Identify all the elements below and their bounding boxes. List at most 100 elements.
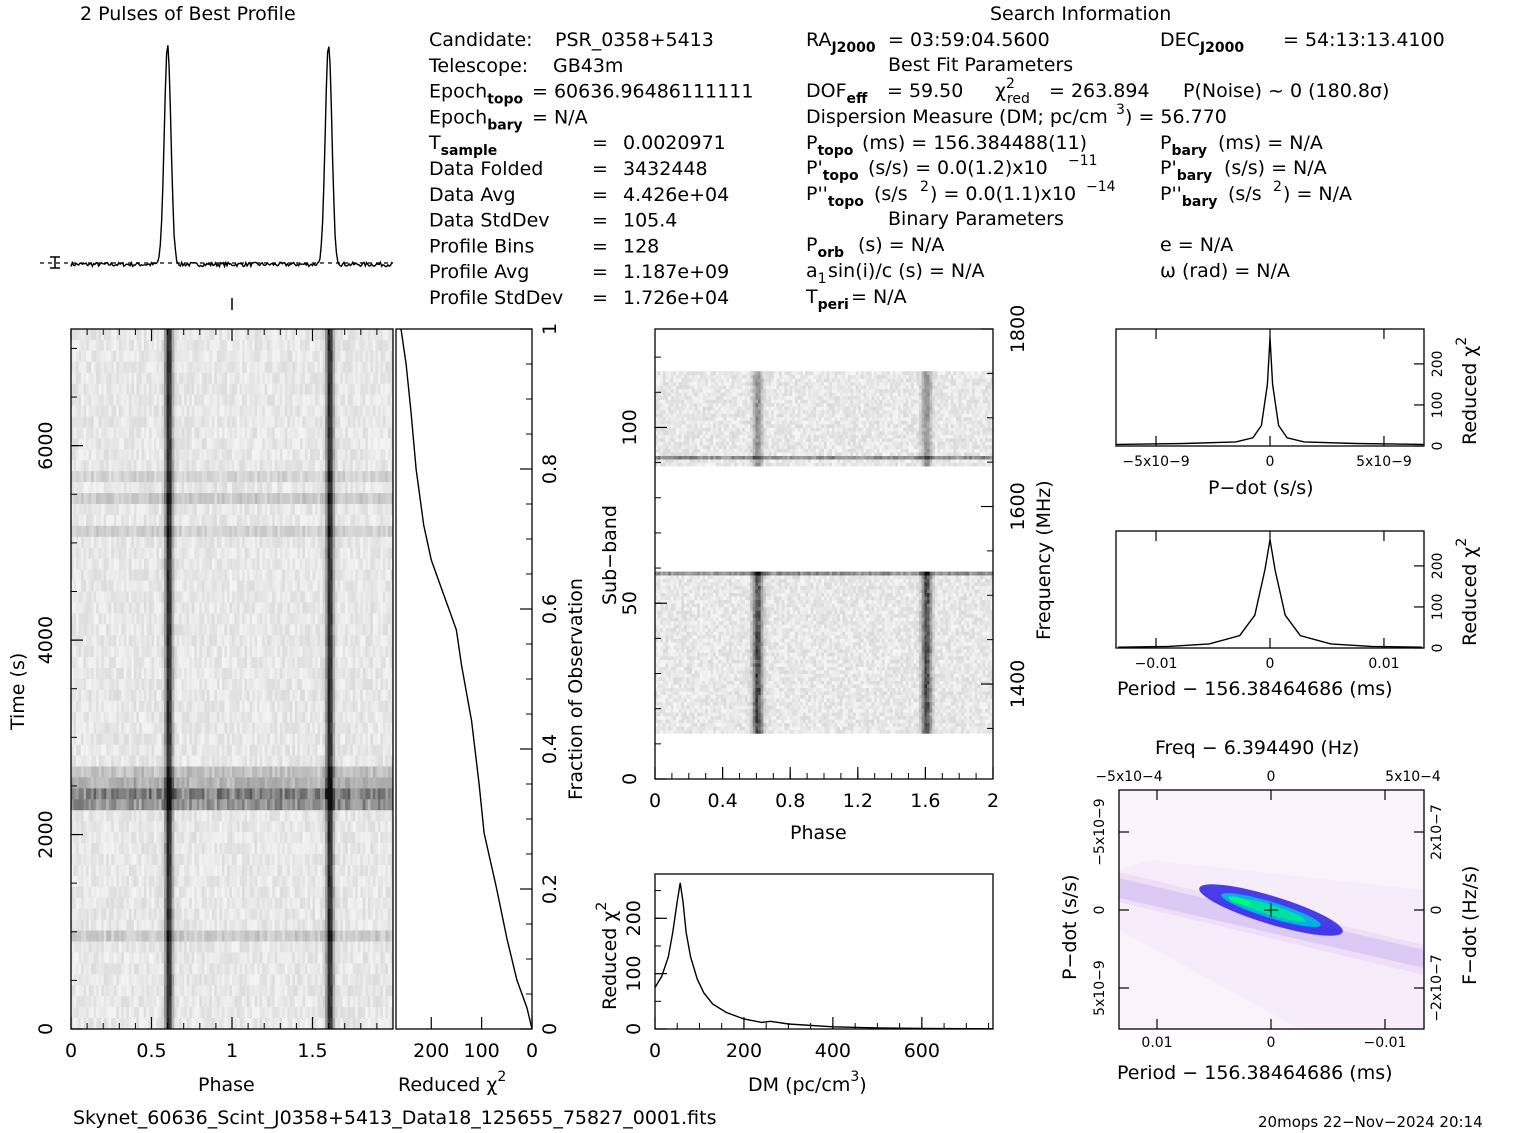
time-phase-cell — [169, 711, 173, 724]
time-phase-cell — [274, 547, 278, 560]
time-phase-cell — [138, 580, 142, 592]
time-phase-cell — [214, 427, 218, 439]
time-phase-cell — [357, 493, 361, 505]
time-phase-cell — [382, 438, 386, 450]
time-phase-cell — [292, 350, 296, 363]
time-phase-cell — [201, 405, 205, 417]
time-phase-cell — [299, 416, 303, 428]
time-phase-cell — [126, 635, 130, 647]
time-phase-cell — [143, 679, 147, 691]
time-phase-cell — [239, 504, 243, 516]
time-phase-cell — [209, 383, 213, 396]
time-phase-cell — [234, 547, 238, 560]
time-phase-cell — [214, 394, 218, 406]
time-phase-cell — [113, 569, 117, 581]
time-phase-cell — [362, 536, 366, 549]
time-phase-cell — [390, 689, 394, 702]
time-phase-cell — [148, 744, 152, 756]
time-phase-cell — [224, 668, 228, 680]
time-phase-cell — [111, 602, 115, 614]
time-phase-cell — [96, 679, 100, 691]
time-phase-cell — [96, 394, 100, 406]
time-phase-cell — [362, 646, 366, 658]
time-phase-cell — [367, 493, 371, 505]
time-phase-cell — [375, 624, 379, 636]
time-phase-cell — [151, 657, 155, 669]
time-phase-cell — [98, 394, 102, 406]
time-phase-cell — [209, 493, 213, 505]
time-phase-cell — [106, 700, 110, 713]
time-phase-cell — [350, 569, 354, 581]
time-phase-cell — [302, 591, 306, 603]
time-phase-cell — [355, 668, 359, 680]
time-phase-cell — [282, 657, 286, 669]
time-phase-cell — [176, 504, 180, 516]
time-phase-cell — [355, 449, 359, 461]
time-phase-cell — [174, 613, 178, 625]
time-phase-cell — [224, 624, 228, 636]
time-phase-cell — [279, 482, 283, 494]
time-phase-cell — [287, 504, 291, 516]
time-phase-cell — [355, 514, 359, 527]
time-phase-cell — [239, 493, 243, 505]
time-phase-cell — [249, 591, 253, 603]
time-phase-cell — [123, 536, 127, 549]
time-phase-cell — [229, 602, 233, 614]
time-phase-cell — [88, 449, 92, 461]
time-phase-cell — [191, 700, 195, 713]
time-phase-cell — [342, 525, 346, 538]
time-phase-cell — [267, 525, 271, 538]
time-phase-cell — [315, 449, 318, 461]
time-phase-cell — [289, 547, 293, 560]
time-phase-cell — [330, 613, 334, 625]
time-phase-cell — [234, 361, 238, 374]
time-phase-cell — [113, 449, 117, 461]
time-phase-cell — [91, 547, 95, 560]
time-phase-cell — [118, 722, 122, 735]
time-phase-cell — [186, 700, 190, 713]
time-phase-cell — [73, 668, 77, 680]
time-phase-cell — [216, 329, 220, 341]
info-left-value: 3432448 — [623, 158, 708, 180]
time-phase-cell — [372, 471, 376, 483]
time-phase-cell — [103, 416, 107, 428]
time-phase-cell — [118, 504, 122, 516]
time-phase-cell — [345, 722, 349, 735]
time-phase-cell — [249, 372, 253, 385]
time-phase-cell — [380, 558, 384, 571]
time-phase-cell — [267, 394, 271, 406]
time-phase-cell — [309, 438, 313, 450]
time-phase-cell — [169, 449, 173, 461]
time-phase-cell — [304, 558, 308, 571]
time-phase-cell — [229, 372, 233, 385]
time-phase-cell — [390, 449, 394, 461]
time-phase-cell — [151, 744, 155, 756]
time-phase-cell — [370, 449, 374, 461]
time-phase-cell — [194, 416, 198, 428]
time-phase-cell — [232, 733, 235, 746]
time-phase-cell — [282, 525, 286, 538]
time-phase-cell — [294, 569, 298, 581]
time-phase-cell — [186, 744, 190, 756]
time-phase-cell — [146, 416, 150, 428]
time-phase-cell — [151, 482, 155, 494]
time-phase-cell — [382, 613, 386, 625]
info-left-label: Profile Bins — [429, 235, 534, 257]
time-phase-cell — [370, 679, 374, 691]
time-phase-cell — [98, 679, 102, 691]
time-phase-cell — [352, 700, 356, 713]
time-phase-cell — [357, 722, 361, 735]
time-phase-cell — [174, 394, 178, 406]
info-left-value: = N/A — [532, 106, 588, 128]
time-phase-cell — [347, 613, 351, 625]
time-phase-cell — [385, 394, 389, 406]
time-phase-cell — [131, 646, 135, 658]
time-phase-cell — [340, 405, 344, 417]
time-phase-cell — [342, 580, 346, 592]
time-phase-cell — [244, 536, 248, 549]
time-phase-cell — [116, 547, 120, 560]
time-phase-cell — [111, 722, 115, 735]
time-phase-cell — [216, 591, 220, 603]
time-phase-cell — [76, 668, 79, 680]
time-phase-cell — [312, 438, 316, 450]
